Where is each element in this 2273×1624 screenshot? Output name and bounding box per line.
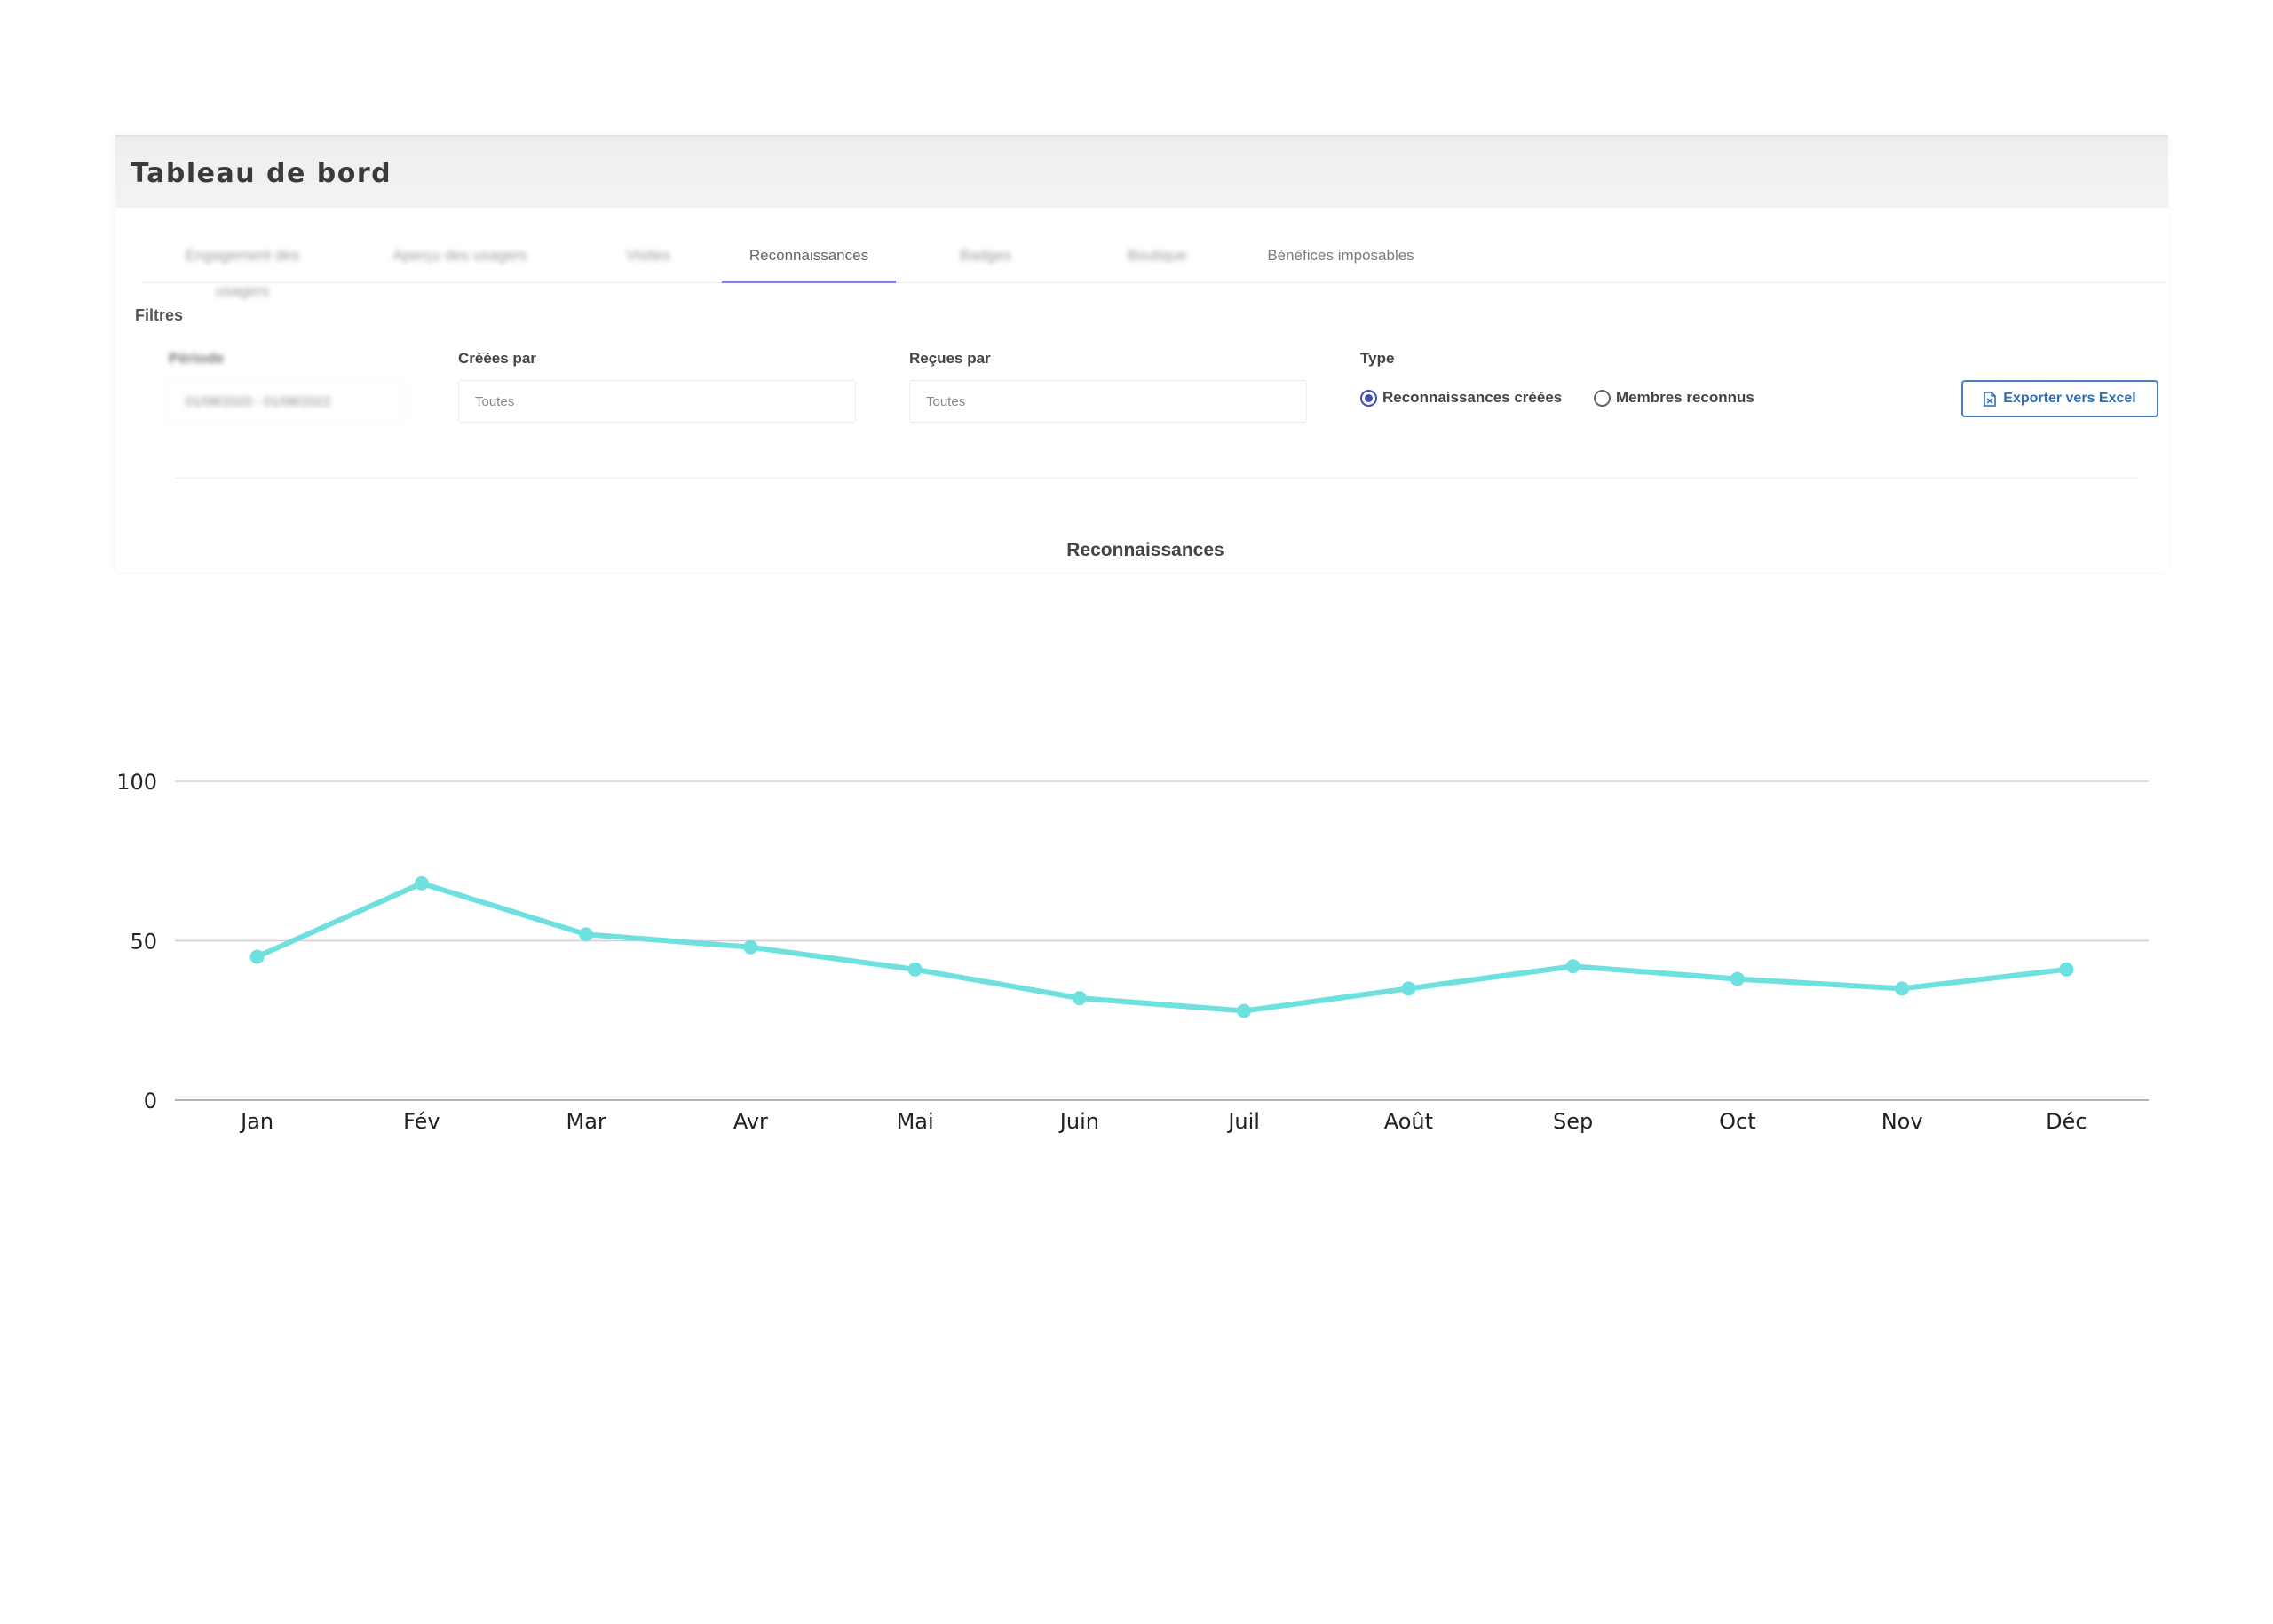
radio-reconnaissances-creees[interactable]: Reconnaissances créées (1360, 385, 1562, 410)
data-point (743, 939, 758, 955)
period-input[interactable]: 01/08/2020 - 01/08/2022 (169, 380, 404, 423)
series-line (254, 880, 2070, 1014)
x-tick-label: Mar (566, 1109, 606, 1134)
y-tick-label: 100 (116, 770, 157, 795)
radio-label: Membres reconnus (1616, 389, 1754, 406)
x-tick-label: Jan (239, 1109, 273, 1134)
x-tick-label: Sep (1553, 1109, 1593, 1134)
received-by-select[interactable]: Toutes (909, 380, 1307, 423)
x-tick-label: Juin (1058, 1109, 1099, 1134)
tab-visites[interactable]: Visites (626, 247, 670, 264)
x-tick-label: Déc (2046, 1109, 2087, 1134)
data-point (907, 962, 923, 977)
data-point (1895, 981, 1910, 996)
created-by-select[interactable]: Toutes (458, 380, 856, 423)
tab-apercu[interactable]: Aperçu des usagers (392, 247, 527, 264)
header-bar: Tableau de bord (115, 135, 2168, 208)
data-point (1237, 1003, 1252, 1018)
x-tick-label: Oct (1719, 1109, 1756, 1134)
received-by-label: Reçues par (909, 350, 991, 367)
filters-title: Filtres (135, 306, 184, 324)
radio-checked-icon (1360, 389, 1377, 407)
export-excel-button[interactable]: Exporter vers Excel (1961, 380, 2158, 417)
data-point (1401, 981, 1416, 996)
tab-badges[interactable]: Badges (960, 247, 1011, 264)
data-point (414, 875, 429, 891)
x-tick-label: Août (1384, 1109, 1433, 1134)
created-by-label: Créées par (458, 350, 536, 367)
x-tick-label: Juil (1226, 1109, 1260, 1134)
type-label: Type (1360, 350, 1395, 367)
data-point (1565, 959, 1580, 974)
tab-engagement[interactable]: Engagement des usagers (185, 247, 300, 299)
x-tick-label: Fév (403, 1109, 440, 1134)
y-tick-label: 0 (144, 1089, 157, 1113)
x-tick-label: Nov (1881, 1109, 1923, 1134)
radio-unchecked-icon (1594, 389, 1611, 407)
radio-label: Reconnaissances créées (1382, 389, 1563, 406)
data-point (1072, 991, 1087, 1006)
radio-membres-reconnus[interactable]: Membres reconnus (1594, 385, 1754, 410)
data-point (2059, 962, 2074, 977)
data-point (579, 927, 594, 942)
x-tick-label: Mai (897, 1109, 934, 1134)
tab-bar: Engagement des usagers Aperçu des usager… (142, 238, 2166, 299)
tab-reconnaissances[interactable]: Reconnaissances (722, 238, 896, 283)
tab-benefices[interactable]: Bénéfices imposables (1267, 247, 1414, 264)
data-point (1730, 971, 1745, 986)
period-label: Période (169, 350, 225, 367)
divider (175, 478, 2137, 479)
x-tick-label: Avr (733, 1109, 768, 1134)
tab-boutique[interactable]: Boutique (1127, 247, 1187, 264)
y-tick-label: 50 (130, 930, 157, 955)
chart-title: Reconnaissances (1066, 540, 1224, 560)
export-label: Exporter vers Excel (2003, 391, 2136, 406)
data-point (249, 949, 265, 964)
excel-file-icon (1984, 391, 1997, 407)
page-title: Tableau de bord (131, 158, 392, 189)
